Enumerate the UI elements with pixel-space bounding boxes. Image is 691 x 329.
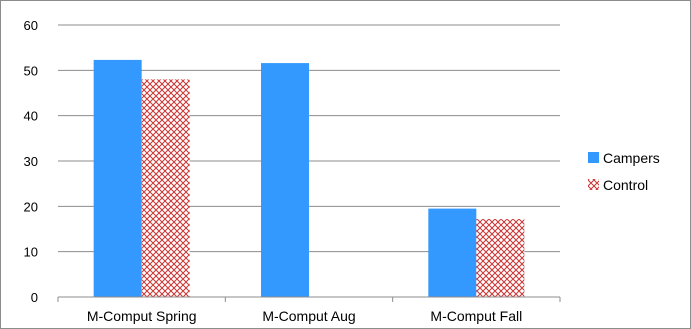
bars: [93, 59, 525, 298]
y-tick-label: 10: [24, 245, 38, 260]
bar-campers-2: [428, 208, 477, 297]
legend-label-control: Control: [603, 177, 648, 193]
legend: Campers Control: [588, 150, 660, 193]
x-category-labels: M-Comput Spring M-Comput Aug M-Comput Fall: [87, 308, 522, 324]
y-tick-label: 20: [24, 199, 38, 214]
legend-label-campers: Campers: [603, 150, 660, 166]
legend-swatch-campers: [588, 152, 599, 163]
x-category-label: M-Comput Spring: [87, 308, 197, 324]
legend-swatch-control: [588, 179, 599, 190]
y-tick-label: 0: [31, 290, 38, 305]
y-tick-label: 30: [24, 154, 38, 169]
axes: [57, 296, 561, 302]
x-category-label: M-Comput Aug: [262, 308, 355, 324]
bar-control-0: [141, 79, 190, 298]
y-tick-label: 60: [24, 18, 38, 33]
bar-control-2: [476, 219, 525, 297]
y-tick-labels: 0 10 20 30 40 50 60: [24, 18, 38, 305]
x-category-label: M-Comput Fall: [430, 308, 522, 324]
bar-campers-0: [93, 59, 142, 298]
bar-campers-1: [261, 63, 309, 297]
y-tick-label: 40: [24, 109, 38, 124]
y-tick-label: 50: [24, 63, 38, 78]
